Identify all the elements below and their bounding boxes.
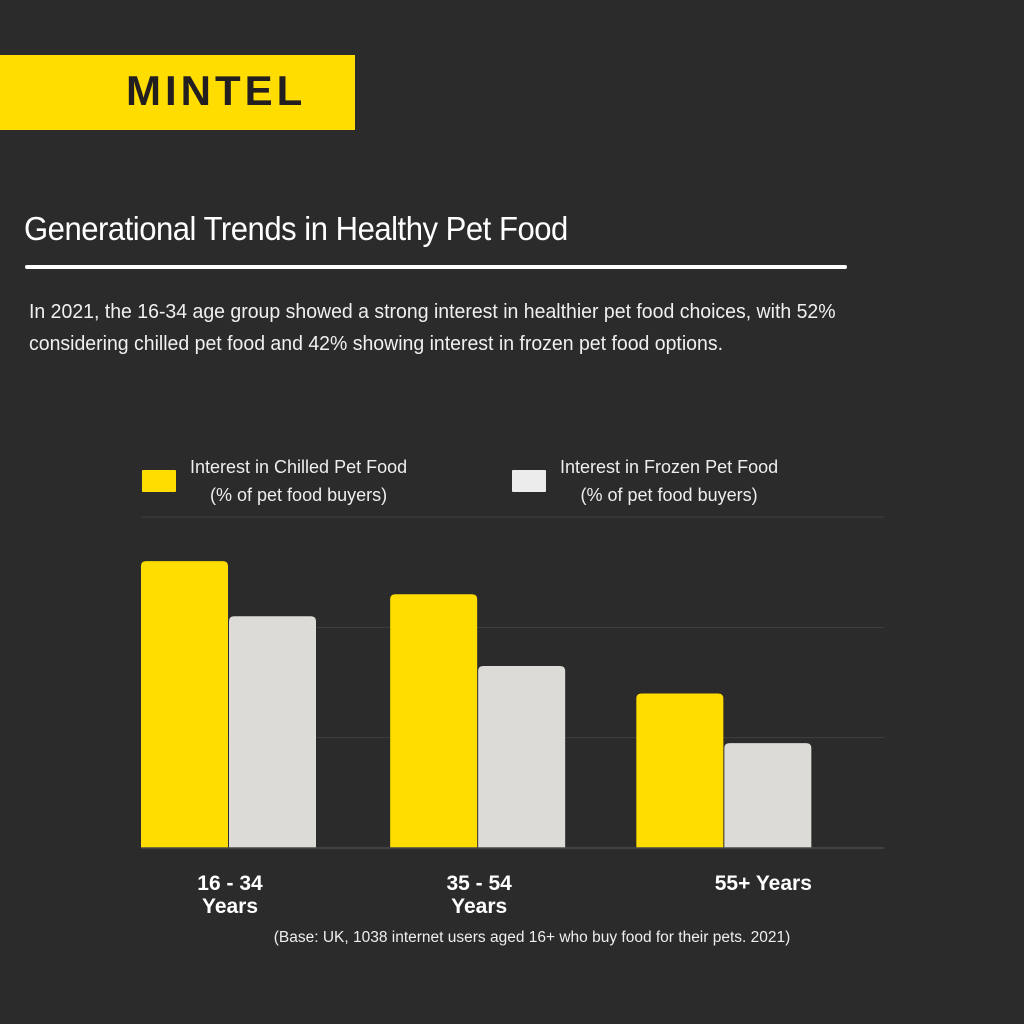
legend-subtitle-chilled: (% of pet food buyers) [210,485,388,505]
page-title: Generational Trends in Healthy Pet Food [24,210,568,247]
intro-text: In 2021, the 16-34 age group showed a st… [29,300,836,355]
x-tick-label: Years [202,895,258,918]
legend-item-frozen: Interest in Frozen Pet Food (% of pet fo… [512,453,778,509]
legend-item-chilled: Interest in Chilled Pet Food (% of pet f… [142,453,407,509]
legend-title-frozen: Interest in Frozen Pet Food [560,457,779,477]
x-tick-label: 35 - 54 [446,872,512,895]
legend-subtitle-frozen: (% of pet food buyers) [580,485,758,505]
legend-title-chilled: Interest in Chilled Pet Food [190,457,408,477]
bar-chilled-3 [636,693,724,848]
bar-frozen-2 [478,665,566,848]
base-note: (Base: UK, 1038 internet users aged 16+ … [273,929,791,946]
x-tick-label: 16 - 34 [197,872,263,895]
bar-chilled-1 [141,561,228,848]
legend-label-chilled: Interest in Chilled Pet Food (% of pet f… [190,453,407,509]
brand-logo-bar [0,55,355,130]
bar-frozen-3 [724,743,812,848]
x-tick-label: Years [451,895,507,918]
legend-swatch-frozen [512,470,546,492]
legend-swatch-chilled [142,470,176,492]
title-divider [25,265,847,269]
legend-label-frozen: Interest in Frozen Pet Food (% of pet fo… [560,453,778,509]
x-tick-label: 55+ Years [715,872,812,895]
bar-frozen-1 [229,616,316,848]
bar-chilled-2 [390,594,478,848]
brand-logo: MINTEL [126,67,307,114]
